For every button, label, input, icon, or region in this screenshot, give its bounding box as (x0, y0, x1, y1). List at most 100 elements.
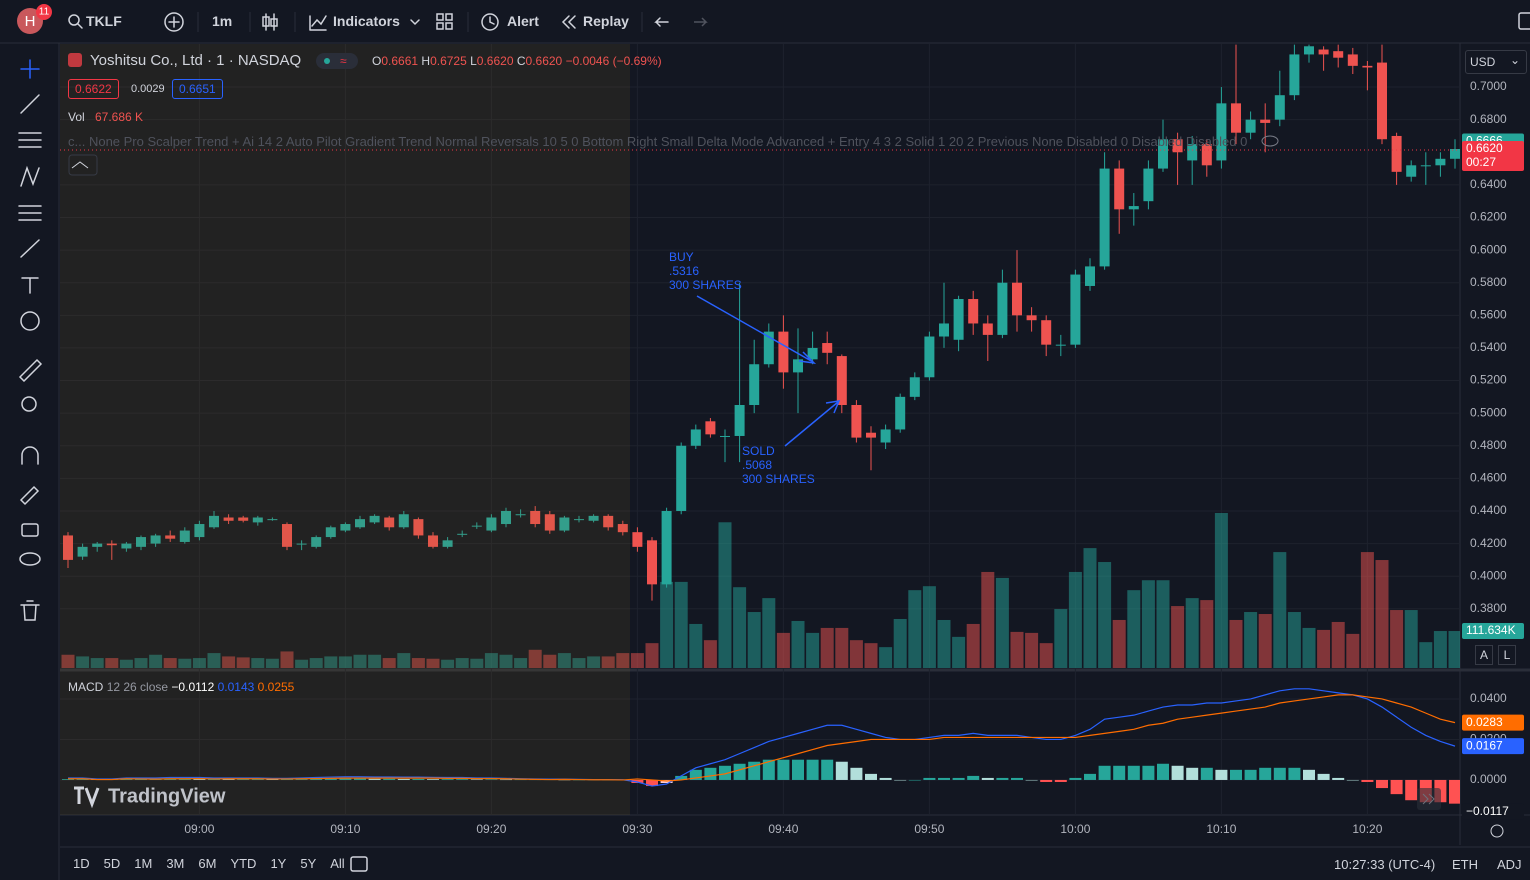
candle-body (1391, 135, 1402, 172)
volume-bar (776, 632, 790, 668)
magnet-tool[interactable] (21, 446, 39, 465)
volume-bar (1025, 632, 1039, 668)
lock-draw-tool[interactable] (19, 485, 40, 506)
candle-body (939, 323, 949, 337)
volume-bar (76, 656, 90, 668)
x-tick-label: 09:40 (768, 822, 798, 836)
candle-body (880, 429, 891, 443)
alert-icon (481, 13, 499, 31)
macd-hist-bar (427, 779, 439, 780)
brush-tool[interactable] (20, 239, 40, 258)
range-button[interactable]: YTD (230, 856, 257, 871)
date-range-icon[interactable] (350, 856, 368, 872)
macd-hist-bar (295, 779, 308, 780)
symbol[interactable]: TKLF (86, 13, 122, 29)
candle-body (1099, 168, 1110, 267)
text-tool[interactable] (21, 277, 39, 294)
candle-body (1435, 158, 1446, 166)
indicators-button[interactable]: Indicators (333, 13, 400, 29)
candle-body (1420, 165, 1431, 167)
candle-body (1318, 49, 1329, 55)
range-button[interactable]: 5D (103, 856, 121, 871)
interval[interactable]: 1m (212, 13, 233, 29)
collapse-button[interactable] (68, 154, 98, 176)
range-button[interactable]: 6M (198, 856, 217, 871)
session[interactable]: ETH (1452, 857, 1478, 872)
market-status[interactable]: ≈ (316, 53, 358, 69)
layout-icon (436, 22, 444, 30)
delete-tool[interactable] (20, 600, 40, 621)
macd-hist-bar (383, 778, 396, 780)
indicator-legend[interactable]: c... None Pro Scalper Trend + Ai 14 2 Au… (68, 134, 1248, 149)
macd-legend[interactable]: MACD 12 26 close −0.0112 0.0143 0.0255 (68, 680, 294, 694)
candle-body (340, 524, 351, 531)
fib-tool[interactable] (18, 132, 42, 148)
candle-body (1041, 320, 1052, 345)
macd-line (68, 694, 1456, 782)
candle-body (428, 535, 438, 547)
settings-icon[interactable] (1490, 824, 1504, 838)
signal-value: 0.0255 (257, 680, 295, 694)
dropdown-icon[interactable] (410, 19, 420, 26)
volume-bar (441, 659, 455, 668)
macd-tag (1462, 714, 1524, 731)
y-tick-label: 0.4600 (1470, 471, 1507, 485)
hide-icon[interactable] (1261, 135, 1279, 147)
auto-scale[interactable]: A (1475, 645, 1493, 665)
candle-body (909, 377, 920, 397)
range-button[interactable]: 1D (73, 856, 90, 871)
macd-hist-bar (1405, 779, 1418, 801)
y-tick-label: 0.5200 (1470, 373, 1507, 387)
range-button[interactable]: All (330, 856, 345, 871)
fullscreen-icon[interactable] (1518, 12, 1530, 30)
pattern-tool[interactable] (20, 165, 40, 187)
volume-bar (879, 647, 893, 668)
scroll-button[interactable] (1417, 788, 1441, 810)
alert-button[interactable]: Alert (507, 13, 539, 29)
volume-bar (1433, 631, 1447, 668)
redo-icon[interactable] (694, 17, 708, 27)
candle-body (106, 543, 117, 546)
ask[interactable]: 0.6651 (172, 79, 223, 99)
projection-tool[interactable] (18, 205, 42, 221)
macd-hist-bar (1288, 767, 1301, 780)
add-icon[interactable] (164, 12, 184, 32)
emoji-tool[interactable] (20, 311, 40, 331)
volume-bar (893, 618, 907, 668)
replay-button[interactable]: Replay (583, 13, 629, 29)
layout-icon[interactable] (436, 13, 444, 21)
visibility-tool[interactable] (19, 552, 41, 566)
macd-hist-bar (996, 777, 1009, 780)
h-label: H (421, 54, 431, 68)
range-button[interactable]: 3M (166, 856, 185, 871)
macd-hist-bar (237, 779, 250, 780)
currency-button[interactable]: USD ⌄ (1465, 50, 1527, 74)
volume-bar (61, 654, 75, 668)
macd-hist-bar (310, 778, 323, 780)
trend-line-tool[interactable] (20, 94, 40, 114)
log-scale[interactable]: L (1498, 645, 1516, 665)
candle-body (1055, 344, 1066, 346)
symbol-name[interactable]: Yoshitsu Co., Ltd · 1 · NASDAQ (90, 52, 302, 69)
volume-bar (222, 656, 236, 668)
volume-bar (470, 658, 484, 668)
zoom-tool[interactable] (21, 396, 37, 412)
volume-bar (835, 627, 849, 668)
range-button[interactable]: 1M (134, 856, 153, 871)
adjust[interactable]: ADJ (1497, 857, 1522, 872)
range-button[interactable]: 5Y (300, 856, 317, 871)
y-tick-label: 0.6000 (1470, 242, 1507, 256)
macd-hist-bar (1186, 767, 1199, 780)
lock-tool[interactable] (21, 523, 39, 537)
volume-bar (1214, 513, 1228, 668)
volume-bar (1156, 580, 1170, 668)
candle-body (355, 519, 365, 528)
candle-body (895, 396, 906, 430)
crosshair-tool[interactable] (20, 59, 40, 79)
bid[interactable]: 0.6622 (68, 79, 119, 99)
range-button[interactable]: 1Y (270, 856, 287, 871)
macd-hist-bar (689, 769, 702, 780)
layout-icon (445, 22, 453, 30)
ruler-tool[interactable] (18, 358, 43, 383)
undo-icon[interactable] (654, 17, 669, 27)
